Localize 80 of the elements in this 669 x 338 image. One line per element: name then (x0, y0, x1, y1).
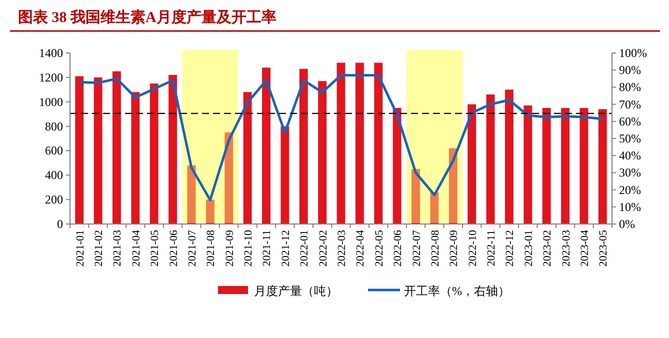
x-tick-label: 2023-03 (560, 230, 572, 267)
x-tick-label: 2023-02 (542, 230, 554, 267)
x-tick-label: 2023-05 (598, 230, 610, 267)
bar (468, 104, 476, 224)
bar (150, 84, 158, 224)
x-tick-label: 2022-04 (354, 230, 367, 267)
x-tick-label: 2021-09 (224, 230, 236, 267)
bar (430, 192, 439, 224)
x-tick-label: 2022-09 (448, 230, 460, 267)
bar (561, 108, 570, 224)
y2-tick-label: 50% (619, 132, 641, 146)
y-tick-label: 0 (57, 217, 63, 231)
x-tick-label: 2021-04 (130, 230, 142, 267)
x-tick-label: 2022-01 (298, 230, 311, 267)
bar (542, 108, 551, 224)
y-tick-label: 600 (45, 144, 63, 158)
y-tick-label: 200 (45, 192, 63, 207)
bar (392, 108, 402, 224)
x-tick-label: 2022-10 (466, 230, 479, 267)
x-tick-label: 2022-11 (486, 230, 498, 266)
bar (131, 92, 140, 224)
x-tick-label: 2021-03 (112, 230, 124, 267)
y2-tick-label: 70% (619, 97, 641, 112)
x-tick-label: 2022-02 (317, 230, 330, 267)
x-tick-label: 2021-12 (280, 230, 292, 267)
line-series (78, 74, 604, 202)
x-tick-label: 2021-05 (149, 230, 162, 267)
bar (336, 62, 346, 224)
x-tick-label: 2022-08 (429, 230, 442, 267)
x-tick-label: 2021-01 (74, 230, 86, 267)
bar (505, 90, 514, 224)
y-tick-label: 400 (45, 168, 63, 182)
x-tick-label: 2023-01 (522, 230, 535, 267)
x-tick-label: 2021-07 (186, 230, 198, 267)
x-tick-label: 2021-02 (93, 230, 106, 267)
bar (224, 132, 234, 224)
y-tick-label: 800 (45, 119, 63, 134)
x-tick-label: 2021-11 (261, 230, 274, 266)
y2-tick-label: 0% (619, 217, 635, 231)
bar (206, 200, 214, 224)
x-tick-label: 2022-06 (392, 230, 404, 267)
bar (243, 92, 252, 224)
x-tick-label: 2022-05 (373, 230, 386, 267)
y-tick-label: 1400 (39, 46, 63, 60)
x-tick-label: 2021-06 (168, 230, 180, 267)
bar (448, 148, 458, 224)
y2-tick-label: 60% (619, 114, 641, 128)
bar (94, 77, 102, 224)
y-tick-label: 1200 (39, 70, 63, 84)
x-tick-label: 2021-08 (205, 230, 218, 267)
y2-tick-label: 80% (619, 80, 641, 94)
y2-tick-label: 40% (619, 148, 641, 163)
bar (598, 109, 607, 224)
x-tick-label: 2022-12 (504, 230, 516, 267)
y2-tick-label: 10% (619, 200, 641, 214)
bar (355, 62, 364, 224)
bar (486, 94, 495, 224)
x-tick-label: 2022-03 (336, 230, 348, 267)
legend-label: 月度产量（吨） (254, 284, 338, 298)
y2-tick-label: 90% (619, 63, 641, 78)
chart-title: 图表 38 我国维生素A月度产量及开工率 (18, 8, 276, 26)
x-tick-label: 2023-04 (578, 230, 591, 267)
bar (524, 106, 532, 224)
bar (75, 76, 84, 224)
bar (168, 74, 177, 224)
bar (262, 68, 270, 224)
x-tick-label: 2021-10 (242, 230, 255, 267)
y2-tick-label: 30% (619, 166, 641, 180)
bar (318, 81, 327, 224)
bar (580, 108, 588, 224)
x-tick-label: 2022-07 (410, 230, 423, 267)
legend-label: 开工率（%，右轴） (404, 284, 510, 298)
bar (374, 62, 383, 224)
bar (412, 169, 420, 224)
bar (280, 126, 290, 224)
y2-tick-label: 100% (619, 46, 647, 60)
bar (112, 71, 121, 224)
y-tick-label: 1000 (39, 94, 63, 109)
bar (299, 68, 308, 224)
y2-tick-label: 20% (619, 182, 641, 197)
